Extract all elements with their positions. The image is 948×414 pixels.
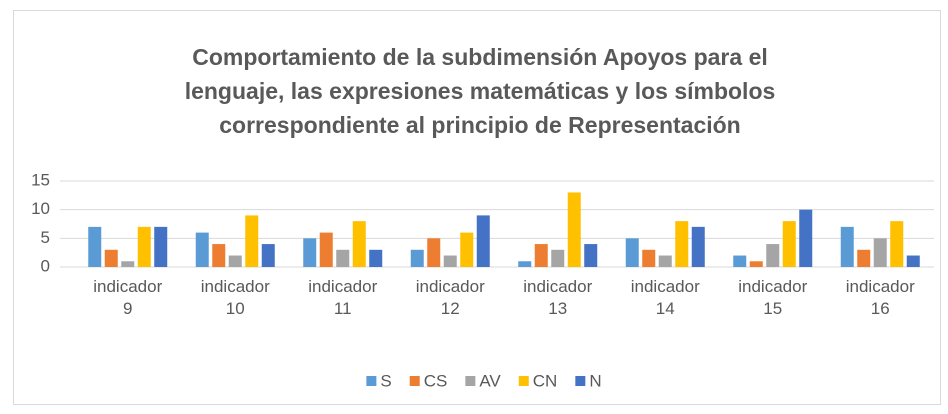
bar (476, 215, 490, 267)
legend-label: S (380, 371, 391, 390)
legend-swatch (409, 376, 420, 386)
bar (890, 221, 904, 267)
bar (195, 232, 209, 267)
bar (658, 255, 672, 267)
bar (733, 255, 747, 267)
bar (766, 244, 780, 267)
bar (460, 232, 474, 267)
bar (799, 209, 813, 267)
bar (427, 238, 441, 267)
bar (245, 215, 259, 267)
x-tick-label: indicador 15 (738, 277, 808, 318)
legend-swatch (366, 376, 377, 386)
legend-label: CS (424, 371, 448, 390)
bar (749, 261, 763, 267)
x-tick-box: indicador 11 (308, 277, 378, 318)
bar (121, 261, 135, 267)
legend-swatch (518, 376, 529, 386)
bar (782, 221, 796, 267)
x-tick-box: indicador 14 (630, 277, 700, 318)
bar (534, 244, 548, 267)
bar (154, 226, 168, 267)
legend-swatch (465, 376, 476, 386)
bar (840, 226, 854, 267)
chart-title: Comportamiento de la subdimensión Apoyos… (184, 44, 776, 138)
x-tick-label: indicador 16 (845, 277, 915, 318)
x-tick-label: indicador 13 (523, 277, 593, 318)
bar (228, 255, 242, 267)
legend-label: CN (533, 371, 558, 390)
bar (104, 249, 118, 267)
x-tick-box: indicador 13 (523, 277, 593, 318)
bar (352, 221, 366, 267)
chart-frame (13, 10, 941, 405)
bar (88, 226, 102, 267)
x-tick-box: indicador 16 (845, 277, 915, 318)
x-tick-label: indicador 10 (200, 277, 270, 318)
bar (303, 238, 317, 267)
legend-swatch (575, 376, 586, 386)
y-tick-label: 0 (41, 256, 50, 275)
bar (642, 249, 656, 267)
x-tick-label: indicador 9 (93, 277, 163, 318)
y-tick-label: 10 (31, 199, 50, 218)
bar (319, 232, 333, 267)
y-tick-label: 5 (41, 228, 50, 247)
x-tick-box: indicador 12 (415, 277, 485, 318)
x-tick-label: indicador 14 (630, 277, 700, 318)
bar (369, 249, 383, 267)
bar (410, 249, 424, 267)
x-tick-box: indicador 15 (738, 277, 808, 318)
bar (857, 249, 871, 267)
bar (567, 192, 581, 267)
bar (551, 249, 565, 267)
bar (137, 226, 151, 267)
x-tick-box: indicador 9 (93, 277, 163, 318)
bar (212, 244, 226, 267)
x-tick-label: indicador 12 (415, 277, 485, 318)
legend: S CS AV CN N (366, 371, 602, 390)
bar (443, 255, 457, 267)
bar (873, 238, 887, 267)
x-tick-box: indicador 10 (200, 277, 270, 318)
legend-label: AV (479, 371, 501, 390)
bar (518, 261, 532, 267)
bar (261, 244, 275, 267)
x-tick-label: indicador 11 (308, 277, 378, 318)
bar (625, 238, 639, 267)
bar (691, 226, 705, 267)
bar (906, 255, 920, 267)
bar (675, 221, 689, 267)
legend-label: N (589, 371, 601, 390)
y-tick-label: 15 (31, 170, 50, 189)
bar (336, 249, 350, 267)
bar (584, 244, 598, 267)
title-box: Comportamiento de la subdimensión Apoyos… (184, 44, 776, 138)
